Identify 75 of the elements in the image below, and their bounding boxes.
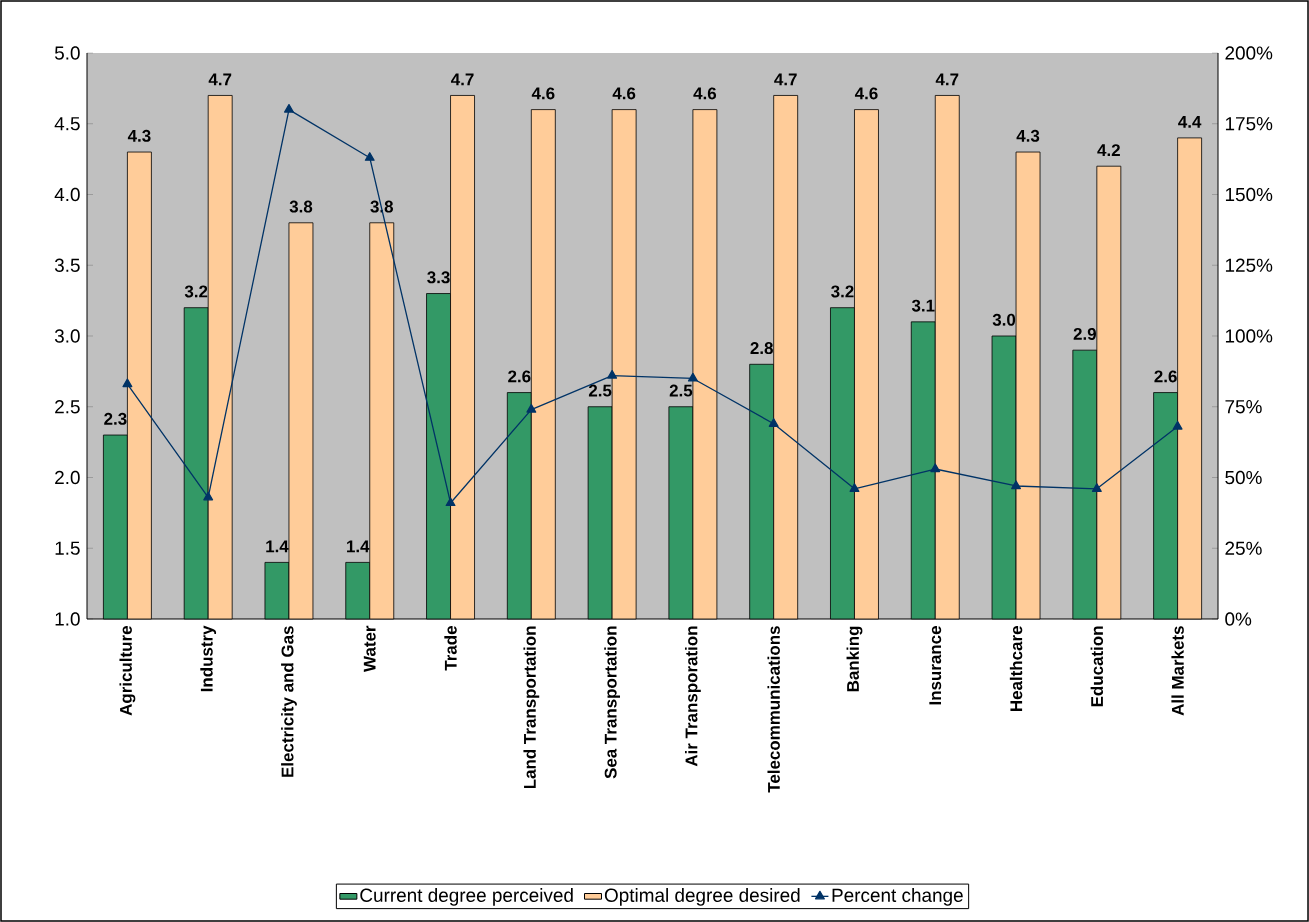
y2-tick-label: 200% [1225,46,1273,60]
data-label: 1.4 [266,540,289,553]
x-tick-label: Industry [200,625,217,692]
data-label: 3.1 [911,299,935,312]
data-label: 4.6 [531,87,555,100]
data-label: 3.8 [289,200,313,213]
x-tick-label: Sea Transportation [604,626,621,779]
legend-label: Percent change [832,888,963,906]
y2-tick-label: 50% [1225,470,1262,485]
y2-tick-label: 175% [1225,117,1273,131]
data-label: 4.6 [854,87,878,100]
y-tick-label: 4.5 [54,117,80,131]
x-tick-label: Air Transporation [685,626,701,767]
y-tick-label: 5.0 [54,46,80,60]
point [607,369,618,379]
x-tick-label: Healthcare [1009,626,1023,711]
x-tick-label: Trade [444,626,457,671]
x-tick-label: Insurance [929,626,942,705]
data-label: 2.9 [1073,327,1096,340]
point [1172,420,1183,430]
point [930,463,941,473]
point [203,491,214,501]
legend-label: Current degree perceived [360,888,573,906]
point [849,483,860,492]
x-tick-label: Electricity and Gas [281,626,297,777]
point [687,372,698,382]
y-tick-label: 1.5 [55,541,80,555]
data-label: 2.5 [588,384,612,397]
legend-label: Optimal degree desired [604,888,800,906]
point [526,403,537,413]
point [768,418,779,427]
data-label: 4.7 [451,73,474,86]
data-label: 4.3 [1016,129,1040,142]
y-tick-label: 1.0 [55,612,80,626]
y-tick-label: 2.0 [55,470,80,485]
point [1091,483,1102,492]
x-tick-label: Agriculture [119,626,136,716]
point [283,103,294,113]
data-label: 4.7 [935,73,959,86]
point [364,152,375,161]
data-label: 2.3 [104,412,127,425]
x-tick-label: Telecommunications [767,626,780,793]
data-label: 2.6 [508,370,531,383]
data-label: 3.0 [992,313,1016,326]
data-label: 4.6 [693,87,717,100]
x-tick-label: Education [1090,626,1104,707]
y2-tick-label: 100% [1225,329,1273,343]
y2-tick-label: 25% [1225,541,1262,555]
data-label: 4.2 [1097,144,1120,156]
point [445,497,456,507]
y-tick-label: 3.0 [54,329,80,343]
y2-tick-label: 0% [1225,612,1252,626]
data-label: 4.4 [1178,116,1202,128]
y2-tick-label: 75% [1225,400,1262,414]
y2-tick-label: 125% [1225,258,1273,272]
x-tick-label: All Markets [1171,626,1184,716]
y-tick-label: 2.5 [55,400,80,414]
point [1011,480,1022,490]
data-label: 4.6 [612,87,636,100]
data-label: 3.2 [184,285,208,298]
data-label: 2.5 [669,384,693,397]
data-label: 3.3 [427,271,450,284]
data-label: 3.2 [831,285,854,298]
y2-tick-label: 150% [1225,187,1273,202]
data-label: 2.8 [750,342,773,355]
data-label: 4.3 [127,129,151,142]
y-tick-label: 4.0 [54,187,80,202]
x-tick-label: Land Transportation [523,626,540,789]
data-label: 4.7 [774,73,797,86]
data-label: 2.6 [1154,370,1177,383]
x-tick-label: Water [363,625,376,672]
data-label: 4.7 [208,73,232,86]
x-tick-label: Banking [846,626,863,692]
y-tick-label: 3.5 [54,258,80,272]
point [122,378,133,388]
